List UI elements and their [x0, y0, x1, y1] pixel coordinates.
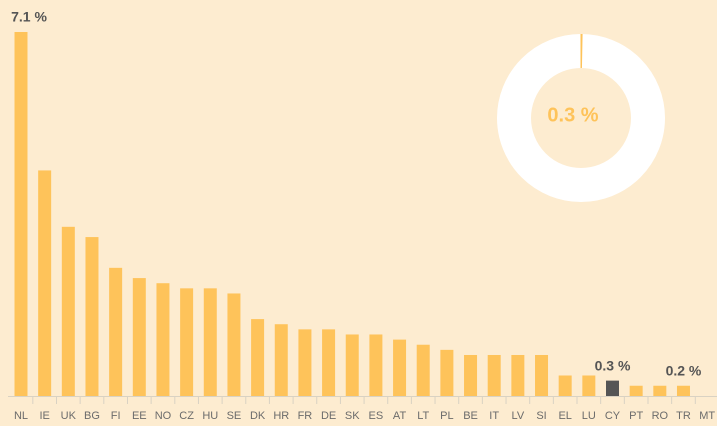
bar — [156, 283, 170, 396]
x-tick-label: SK — [345, 410, 360, 422]
x-tick-label: RO — [652, 410, 669, 422]
x-tick-label: SE — [227, 410, 242, 422]
bar — [61, 226, 75, 396]
bar — [14, 32, 28, 396]
bar — [416, 344, 430, 396]
x-tick-label: NO — [155, 410, 172, 422]
bar — [251, 319, 265, 396]
x-tick-label: LU — [582, 410, 596, 422]
bar — [487, 354, 501, 396]
x-tick-label: IE — [39, 410, 49, 422]
bar — [274, 324, 288, 396]
x-tick-label: TR — [676, 410, 691, 422]
bar — [606, 380, 619, 396]
x-tick-label: EL — [558, 410, 571, 422]
bar — [511, 354, 525, 396]
bar — [369, 334, 383, 396]
bar — [464, 354, 478, 396]
bar — [582, 375, 596, 396]
bar — [558, 375, 572, 396]
x-tick-label: ES — [369, 410, 384, 422]
x-tick-label: CZ — [179, 410, 194, 422]
x-tick-label: DE — [321, 410, 336, 422]
x-tick-label: EE — [132, 410, 147, 422]
x-tick-label: FR — [298, 410, 313, 422]
bar — [298, 329, 312, 396]
bar — [629, 385, 643, 396]
x-tick-label: FI — [111, 410, 121, 422]
bar — [393, 339, 407, 396]
bar — [322, 329, 336, 396]
x-tick-label: PL — [440, 410, 453, 422]
donut-label: 0.3 % — [547, 104, 598, 126]
bar — [653, 385, 667, 396]
x-tick-label: PT — [629, 410, 643, 422]
x-tick-label: CY — [605, 410, 621, 422]
bar — [132, 278, 146, 396]
bar — [676, 385, 690, 396]
x-tick-label: SI — [536, 410, 546, 422]
x-tick-label: LT — [417, 410, 429, 422]
value-label: 7.1 % — [11, 9, 47, 25]
bar — [109, 267, 123, 396]
bar — [345, 334, 359, 396]
bar — [203, 288, 217, 396]
x-tick-label: NL — [14, 410, 28, 422]
value-label: 0.3 % — [595, 357, 631, 373]
x-tick-label: LV — [512, 410, 525, 422]
x-tick-label: BG — [84, 410, 100, 422]
x-tick-label: BE — [463, 410, 478, 422]
x-tick-label: AT — [393, 410, 407, 422]
x-tick-label: HU — [202, 410, 218, 422]
bar — [440, 349, 454, 396]
x-tick-label: DK — [250, 410, 266, 422]
x-tick-label: MT — [699, 410, 715, 422]
bar — [535, 354, 549, 396]
bar — [38, 170, 52, 396]
bar — [227, 293, 241, 396]
value-label: 0.2 % — [666, 362, 702, 378]
x-tick-label: UK — [61, 410, 77, 422]
bar — [85, 237, 99, 396]
x-tick-label: HR — [273, 410, 289, 422]
x-tick-label: IT — [489, 410, 499, 422]
bar — [180, 288, 194, 396]
